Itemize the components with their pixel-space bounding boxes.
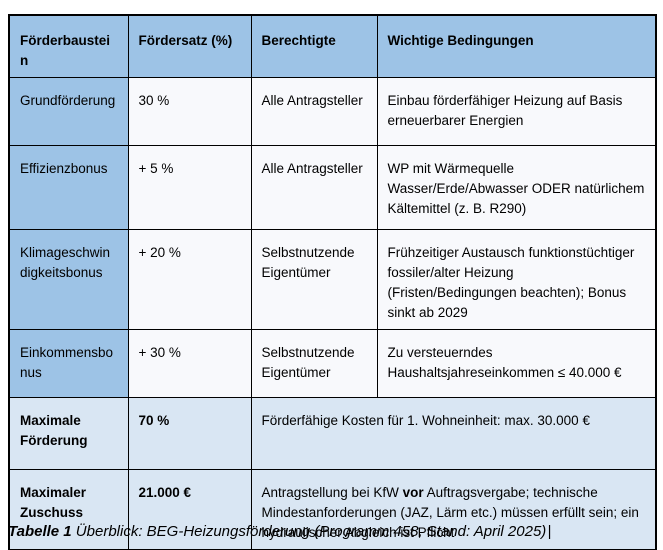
header-row: Förderbaustein Fördersatz (%) Berechtigt… xyxy=(8,14,657,78)
cell-baustein: Maximale Förderung xyxy=(8,397,129,470)
table-row-maximale-foerderung: Maximale Förderung 70 % Förderfähige Kos… xyxy=(8,397,657,470)
cell-bedingungen: Einbau förderfähiger Heizung auf Basis e… xyxy=(376,77,657,146)
cell-berechtigte: Selbstnutzende Eigentümer xyxy=(250,329,378,398)
table-row-grundfoerderung: Grundförderung 30 % Alle Antragsteller E… xyxy=(8,77,657,146)
cell-satz: 70 % xyxy=(127,397,252,470)
header-foerderbaustein: Förderbaustein xyxy=(8,14,129,78)
caption-text: Überblick: BEG-Heizungsförderung (Progra… xyxy=(71,523,547,540)
cell-bedingungen-merged: Antragstellung bei KfW vor Auftragsverga… xyxy=(250,469,657,550)
cell-berechtigte: Selbstnutzende Eigentümer xyxy=(250,229,378,330)
text-cursor: | xyxy=(547,523,552,540)
cell-baustein: Grundförderung xyxy=(8,77,129,146)
caption-label: Tabelle 1 xyxy=(8,523,72,540)
cell-baustein: Einkommensbonus xyxy=(8,329,129,398)
cell-satz: 30 % xyxy=(127,77,252,146)
cell-satz: + 20 % xyxy=(127,229,252,330)
cell-berechtigte: Alle Antragsteller xyxy=(250,145,378,230)
cell-satz: 21.000 € xyxy=(127,469,252,550)
header-bedingungen: Wichtige Bedingungen xyxy=(376,14,657,78)
cell-bedingungen: Zu versteuerndes Haushaltsjahreseinkomme… xyxy=(376,329,657,398)
cell-bedingungen: Frühzeitiger Austausch funktionstüchtige… xyxy=(376,229,657,330)
cell-satz: + 30 % xyxy=(127,329,252,398)
cell-berechtigte: Alle Antragsteller xyxy=(250,77,378,146)
cell-bedingungen: WP mit Wärmequelle Wasser/Erde/Abwasser … xyxy=(376,145,657,230)
cell-baustein: Effizienzbonus xyxy=(8,145,129,230)
cell-baustein: Klimageschwindigkeitsbonus xyxy=(8,229,129,330)
foerderung-table: Förderbaustein Fördersatz (%) Berechtigt… xyxy=(8,14,657,550)
cell-bedingungen-merged: Förderfähige Kosten für 1. Wohneinheit: … xyxy=(250,397,657,470)
table-caption: Tabelle 1 Überblick: BEG-Heizungsförderu… xyxy=(8,521,655,543)
table-row-maximaler-zuschuss: Maximaler Zuschuss 21.000 € Antragstellu… xyxy=(8,469,657,550)
table-row-effizienzbonus: Effizienzbonus + 5 % Alle Antragsteller … xyxy=(8,145,657,230)
header-foerdersatz: Fördersatz (%) xyxy=(127,14,252,78)
cell-baustein: Maximaler Zuschuss xyxy=(8,469,129,550)
header-berechtigte: Berechtigte xyxy=(250,14,378,78)
cell-satz: + 5 % xyxy=(127,145,252,230)
table-row-klimageschwindigkeitsbonus: Klimageschwindigkeitsbonus + 20 % Selbst… xyxy=(8,229,657,330)
table-row-einkommensbonus: Einkommensbonus + 30 % Selbstnutzende Ei… xyxy=(8,329,657,398)
